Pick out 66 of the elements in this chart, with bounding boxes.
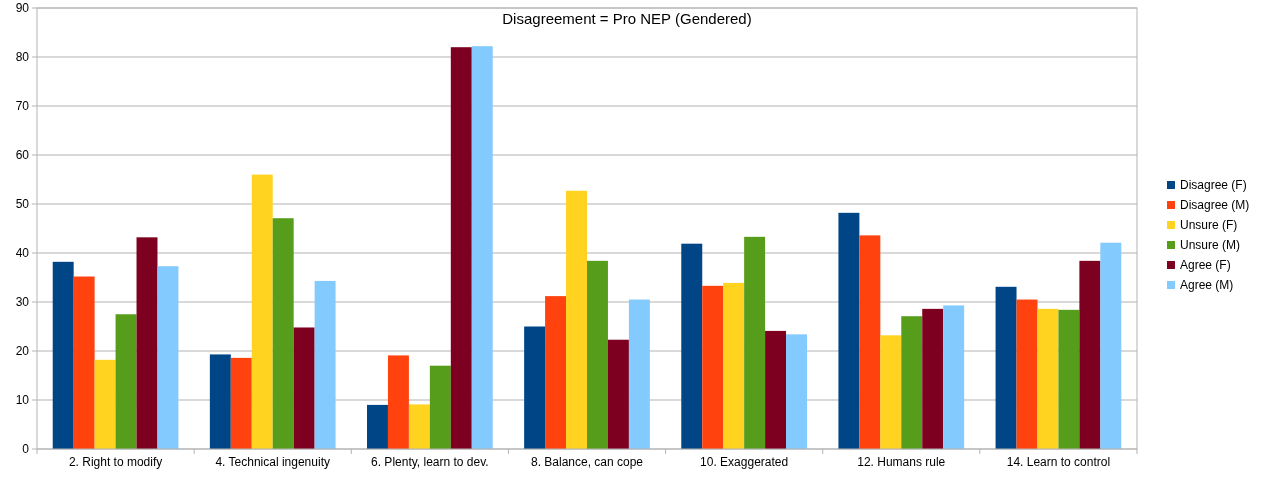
- bar: [628, 299, 650, 449]
- legend-label: Unsure (M): [1180, 238, 1241, 253]
- x-tick-label: 6. Plenty, learn to dev.: [371, 455, 489, 469]
- bar: [901, 316, 923, 449]
- legend-label: Agree (M): [1180, 278, 1234, 293]
- bar: [607, 339, 629, 449]
- bar: [73, 276, 95, 449]
- bar: [471, 46, 493, 449]
- chart-title: Disagreement = Pro NEP (Gendered): [502, 10, 752, 27]
- y-tick-label: 50: [15, 197, 30, 212]
- bar: [524, 326, 546, 449]
- bar: [209, 354, 231, 449]
- bar: [587, 260, 608, 449]
- bar: [995, 286, 1017, 449]
- bar: [408, 404, 430, 449]
- bar: [943, 305, 965, 449]
- bar: [429, 365, 451, 449]
- bar: [838, 212, 860, 449]
- legend-label: Disagree (F): [1180, 178, 1247, 193]
- bar: [1016, 299, 1038, 449]
- y-tick-label: 20: [15, 344, 30, 359]
- bar: [681, 243, 703, 449]
- bar: [450, 47, 472, 449]
- x-tick-label: 8. Balance, can cope: [530, 455, 644, 469]
- bar: [1037, 308, 1059, 449]
- bar: [859, 235, 881, 449]
- y-tick-label: 0: [22, 442, 30, 457]
- bar: [880, 335, 902, 449]
- bar: [115, 314, 137, 449]
- y-tick-label: 30: [15, 295, 30, 310]
- bar: [786, 334, 807, 449]
- y-tick-label: 10: [15, 393, 30, 408]
- x-tick-label: 2. Right to modify: [68, 455, 163, 469]
- bar: [367, 404, 388, 449]
- bar: [272, 218, 294, 449]
- bar: [744, 236, 766, 449]
- legend-label: Unsure (F): [1180, 218, 1238, 233]
- bar: [293, 327, 315, 449]
- bar: [157, 266, 179, 449]
- bar: [765, 330, 787, 449]
- y-tick-label: 40: [15, 246, 30, 261]
- x-tick-label: 14. Learn to control: [1006, 455, 1111, 469]
- legend-label: Agree (F): [1180, 258, 1231, 273]
- bar: [1100, 242, 1122, 449]
- legend-label: Disagree (M): [1180, 198, 1250, 213]
- bar: [230, 357, 252, 449]
- bar: [1058, 309, 1080, 449]
- bar: [314, 280, 336, 449]
- x-tick-label: 4. Technical ingenuity: [215, 455, 330, 469]
- bar: [387, 355, 409, 449]
- bar: [566, 190, 587, 449]
- y-tick-label: 90: [15, 1, 30, 16]
- bar: [1079, 260, 1101, 449]
- bar: [723, 282, 745, 449]
- bar: [702, 285, 724, 449]
- bar: [251, 174, 273, 449]
- x-tick-label: 10. Exaggerated: [700, 455, 789, 469]
- bar: [545, 296, 567, 449]
- y-tick-label: 60: [15, 148, 30, 163]
- bar: [94, 359, 116, 449]
- y-tick-label: 70: [15, 99, 30, 114]
- y-tick-label: 80: [15, 50, 30, 65]
- bar: [52, 261, 74, 449]
- bar: [922, 308, 944, 449]
- x-tick-label: 12. Humans rule: [857, 455, 946, 469]
- bar: [136, 237, 158, 449]
